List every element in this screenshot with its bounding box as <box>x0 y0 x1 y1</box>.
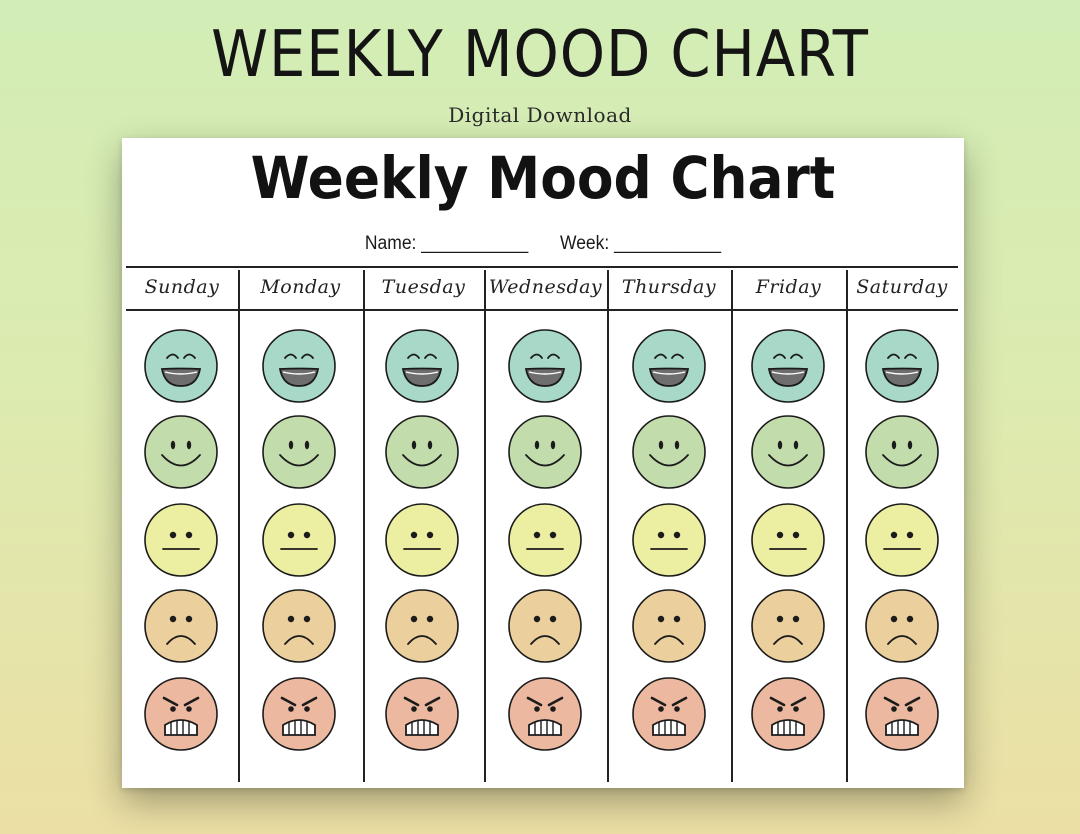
neutral-face-icon[interactable] <box>631 502 707 578</box>
very-happy-face-icon[interactable] <box>384 328 460 404</box>
happy-face-icon[interactable] <box>384 414 460 490</box>
sad-face-icon[interactable] <box>143 588 219 664</box>
angry-face-icon[interactable] <box>261 676 337 752</box>
very-happy-face-icon[interactable] <box>143 328 219 404</box>
week-label: Week: <box>560 233 610 254</box>
day-header-friday: Friday <box>755 276 822 298</box>
happy-face-icon[interactable] <box>631 414 707 490</box>
angry-face-icon[interactable] <box>864 676 940 752</box>
column-divider <box>363 270 365 782</box>
sad-face-icon[interactable] <box>864 588 940 664</box>
neutral-face-icon[interactable] <box>384 502 460 578</box>
sheet-title: Weekly Mood Chart <box>250 144 836 212</box>
angry-face-icon[interactable] <box>750 676 826 752</box>
day-header-thursday: Thursday <box>621 276 717 298</box>
neutral-face-icon[interactable] <box>143 502 219 578</box>
banner-subtitle: Digital Download <box>448 103 632 127</box>
name-week-row: Name: ___________ Week: ___________ <box>156 233 931 255</box>
header-bottom-rule <box>126 309 958 311</box>
column-divider <box>731 270 733 782</box>
angry-face-icon[interactable] <box>384 676 460 752</box>
very-happy-face-icon[interactable] <box>507 328 583 404</box>
column-divider <box>484 270 486 782</box>
very-happy-face-icon[interactable] <box>631 328 707 404</box>
sad-face-icon[interactable] <box>750 588 826 664</box>
very-happy-face-icon[interactable] <box>750 328 826 404</box>
angry-face-icon[interactable] <box>507 676 583 752</box>
day-header-sunday: Sunday <box>144 276 220 298</box>
sad-face-icon[interactable] <box>261 588 337 664</box>
column-divider <box>607 270 609 782</box>
day-header-wednesday: Wednesday <box>488 276 603 298</box>
happy-face-icon[interactable] <box>507 414 583 490</box>
angry-face-icon[interactable] <box>143 676 219 752</box>
neutral-face-icon[interactable] <box>750 502 826 578</box>
sad-face-icon[interactable] <box>384 588 460 664</box>
neutral-face-icon[interactable] <box>864 502 940 578</box>
name-label: Name: <box>364 233 417 254</box>
happy-face-icon[interactable] <box>143 414 219 490</box>
very-happy-face-icon[interactable] <box>864 328 940 404</box>
neutral-face-icon[interactable] <box>261 502 337 578</box>
happy-face-icon[interactable] <box>261 414 337 490</box>
header-top-rule <box>126 266 958 268</box>
day-header-monday: Monday <box>260 276 341 298</box>
column-divider <box>846 270 848 782</box>
happy-face-icon[interactable] <box>864 414 940 490</box>
day-header-saturday: Saturday <box>856 276 948 298</box>
very-happy-face-icon[interactable] <box>261 328 337 404</box>
happy-face-icon[interactable] <box>750 414 826 490</box>
week-field[interactable]: ___________ <box>614 233 722 254</box>
banner-title: WEEKLY MOOD CHART <box>211 18 869 92</box>
neutral-face-icon[interactable] <box>507 502 583 578</box>
angry-face-icon[interactable] <box>631 676 707 752</box>
day-header-tuesday: Tuesday <box>381 276 466 298</box>
sad-face-icon[interactable] <box>631 588 707 664</box>
name-field[interactable]: ___________ <box>421 233 529 254</box>
column-divider <box>238 270 240 782</box>
sad-face-icon[interactable] <box>507 588 583 664</box>
mood-chart-sheet: Weekly Mood Chart Name: ___________ Week… <box>122 138 964 788</box>
